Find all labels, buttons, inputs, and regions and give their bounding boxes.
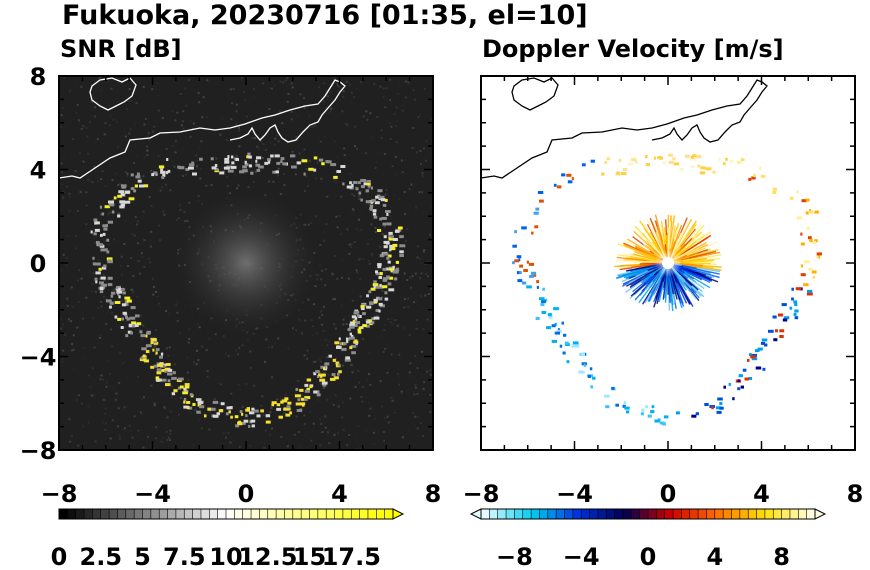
x-tick-label: 4: [331, 480, 348, 508]
x-tick-label: 4: [753, 480, 770, 508]
x-tick-label: −8: [463, 480, 500, 508]
snr-panel-title: SNR [dB]: [60, 35, 182, 63]
colorbar-tick-label: 7.5: [163, 543, 206, 570]
y-tick-label: 8: [30, 63, 47, 91]
x-tick-label: −4: [134, 480, 171, 508]
colorbar-tick-label: 17.5: [322, 543, 381, 570]
colorbar-tick-label: 8: [773, 543, 790, 570]
colorbar-tick-label: −4: [563, 543, 600, 570]
x-tick-label: −4: [556, 480, 593, 508]
colorbar-tick-label: 0: [640, 543, 657, 570]
snr-echo-ring: [90, 152, 406, 428]
velocity-coastline: [481, 77, 768, 179]
x-tick-label: −8: [41, 480, 78, 508]
colorbar-tick-label: 5: [134, 543, 151, 570]
colorbar-tick-label: 2.5: [80, 543, 123, 570]
colorbar-tick-label: 12.5: [238, 543, 297, 570]
colorbar-tick-label: −8: [496, 543, 533, 570]
axes-ticks: −8 −4 0 4 8 8 4 0 −4 −8 −8 −4 0 4 8: [20, 63, 864, 508]
snr-plot-area: [59, 76, 433, 450]
snr-coastline: [59, 77, 346, 179]
x-tick-label: 0: [238, 480, 255, 508]
colorbar-tick-label: 15: [293, 543, 326, 570]
colorbar-tick-label: 10: [209, 543, 242, 570]
x-tick-label: 0: [660, 480, 677, 508]
velocity-echo-ring: [512, 153, 822, 426]
y-tick-label: 0: [30, 250, 47, 278]
x-tick-label: 8: [425, 480, 442, 508]
velocity-colorbar: −8 −4 0 4 8: [469, 508, 827, 570]
y-tick-label: 4: [30, 157, 47, 185]
y-tick-label: −4: [20, 344, 57, 372]
y-tick-label: −8: [20, 437, 57, 465]
velocity-panel-title: Doppler Velocity [m/s]: [482, 35, 784, 63]
figure-title: Fukuoka, 20230716 [01:35, el=10]: [62, 0, 588, 31]
snr-center-glow: [171, 188, 321, 338]
colorbar-tick-label: 4: [706, 543, 723, 570]
colorbar-tick-label: 0: [51, 543, 68, 570]
x-tick-label: 8: [847, 480, 864, 508]
velocity-radar-site: [662, 257, 674, 269]
velocity-plot-area: [481, 76, 855, 450]
